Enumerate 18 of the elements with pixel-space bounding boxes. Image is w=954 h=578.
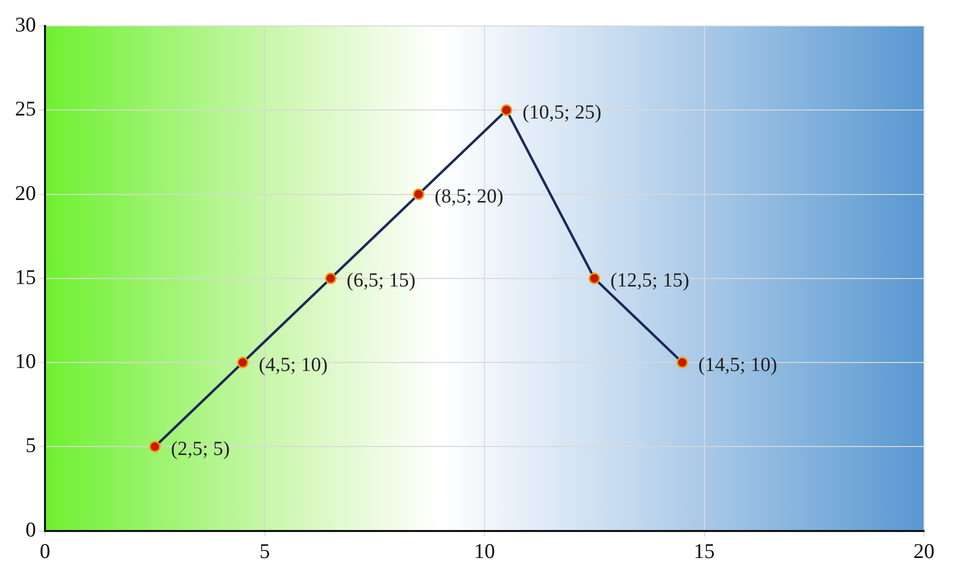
x-tick-label: 20 (914, 538, 934, 563)
data-label: (14,5; 10) (698, 354, 778, 376)
x-tick-label: 5 (260, 538, 270, 563)
data-label: (4,5; 10) (258, 354, 328, 376)
data-label: (8,5; 20) (434, 186, 504, 208)
y-tick-label: 15 (15, 264, 36, 289)
x-tick-label: 10 (474, 538, 495, 563)
y-tick-label: 25 (15, 96, 36, 121)
y-tick-label: 30 (15, 12, 36, 37)
y-tick-label: 5 (26, 433, 36, 458)
y-tick-label: 10 (15, 349, 36, 374)
data-label: (10,5; 25) (522, 101, 602, 124)
data-label: (12,5; 15) (610, 270, 690, 292)
y-tick-label: 0 (26, 517, 36, 542)
y-tick-label: 20 (15, 180, 36, 205)
data-label: (6,5; 15) (346, 270, 416, 292)
data-label: (2,5; 5) (170, 438, 230, 460)
x-tick-label: 15 (694, 538, 715, 563)
